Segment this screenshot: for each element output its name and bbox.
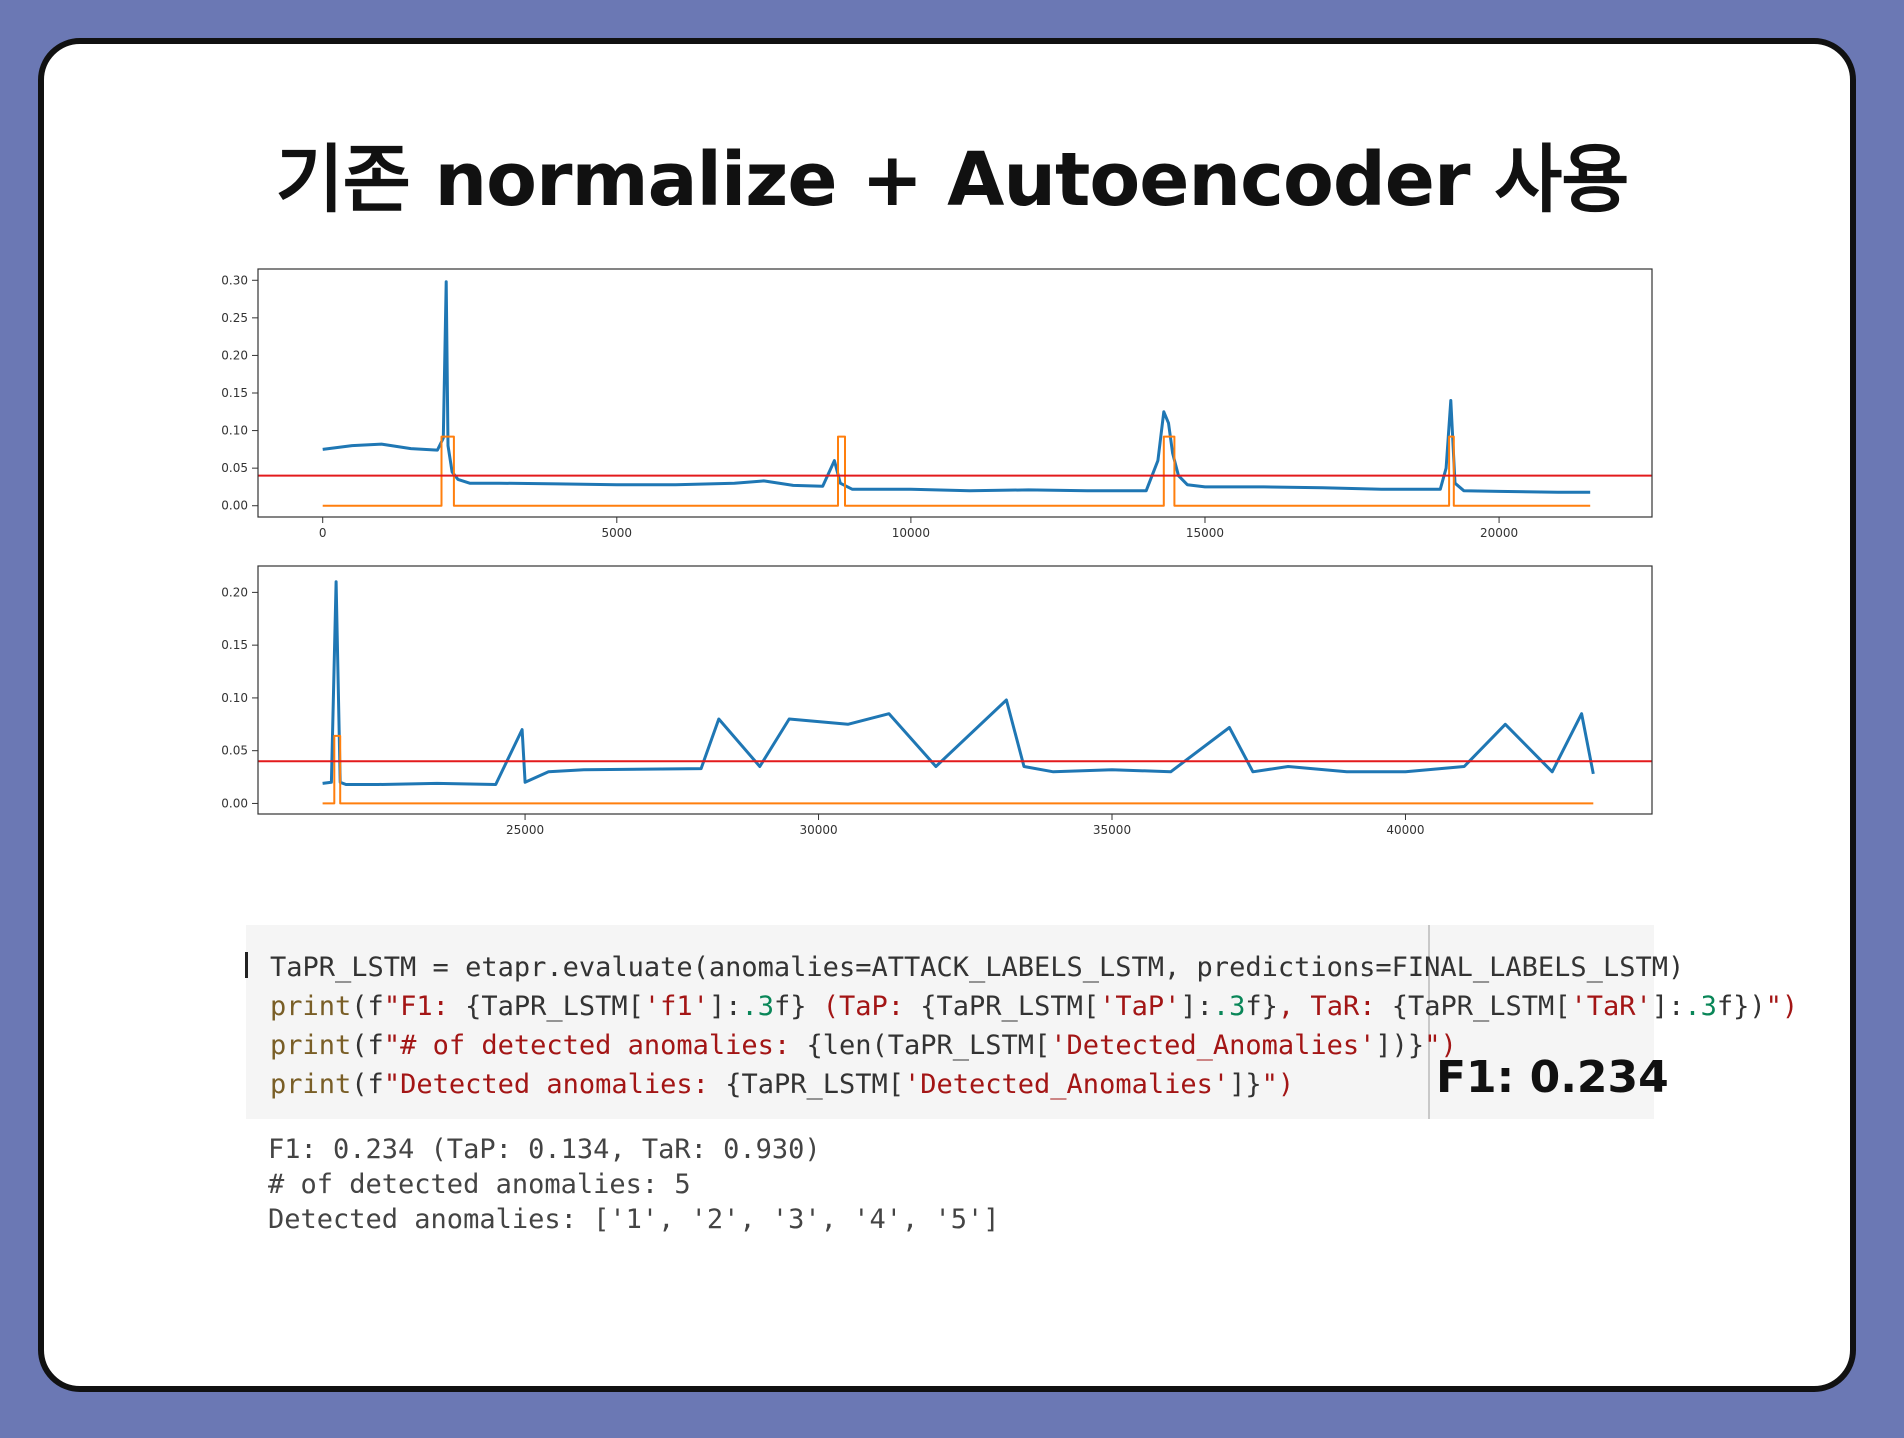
x-tick-label: 35000 (1093, 823, 1131, 837)
code-token: "Detected anomalies: (383, 1069, 726, 1100)
y-tick-label: 0.05 (221, 461, 248, 475)
code-token: "# of detected anomalies: (383, 1030, 807, 1061)
x-tick-label: 20000 (1480, 526, 1518, 540)
cell-divider (1428, 925, 1430, 1119)
code-token: 'TaR' (1570, 991, 1652, 1022)
code-token: .3 (741, 991, 774, 1022)
code-line-4: print(f"Detected anomalies: {TaPR_LSTM['… (270, 1065, 1798, 1104)
y-tick-label: 0.15 (221, 638, 248, 652)
y-tick-label: 0.10 (221, 691, 248, 705)
code-token: (TaP: (806, 991, 921, 1022)
code-token: ]: (1180, 991, 1213, 1022)
code-token: {TaPR_LSTM[ (725, 1069, 904, 1100)
code-token: f (367, 1069, 384, 1100)
y-tick-label: 0.05 (221, 744, 248, 758)
code-token: {TaPR_LSTM[ (1391, 991, 1571, 1022)
code-token: ") (1424, 1030, 1457, 1061)
x-tick-label: 40000 (1386, 823, 1424, 837)
x-tick-label: 30000 (799, 823, 837, 837)
code-token: ( (351, 1030, 368, 1061)
code-token: 'f1' (643, 991, 709, 1022)
code-line-2: print(f"F1: {TaPR_LSTM['f1']:.3f} (TaP: … (270, 987, 1798, 1026)
code-source: TaPR_LSTM = etapr.evaluate(anomalies=ATT… (270, 948, 1798, 1104)
code-token: ( (351, 1069, 368, 1100)
y-tick-label: 0.20 (221, 585, 248, 599)
code-token: ( (351, 991, 368, 1022)
code-token: {TaPR_LSTM[ (920, 991, 1100, 1022)
attack-label-line (322, 734, 1594, 805)
code-token: print (270, 1069, 352, 1100)
code-token: print (270, 991, 352, 1022)
x-tick-label: 5000 (602, 526, 633, 540)
code-cell[interactable] (246, 925, 1654, 1119)
x-tick-label: 25000 (506, 823, 544, 837)
text-cursor (245, 952, 248, 978)
slide-title: 기존 normalize + Autoencoder 사용 (275, 137, 1630, 223)
code-token: {len(TaPR_LSTM[ (806, 1030, 1051, 1061)
anomaly-score-line (322, 280, 1591, 494)
code-token: .3 (1684, 991, 1717, 1022)
code-token: print (270, 1030, 352, 1061)
code-line-1: TaPR_LSTM = etapr.evaluate(anomalies=ATT… (270, 948, 1798, 987)
y-tick-label: 0.15 (221, 386, 248, 400)
code-token: f} (1245, 991, 1278, 1022)
code-token: .3 (1212, 991, 1246, 1022)
cell-output: F1: 0.234 (TaP: 0.134, TaR: 0.930) # of d… (268, 1132, 1000, 1237)
slide-card (38, 38, 1856, 1392)
output-line-3: Detected anomalies: ['1', '2', '3', '4',… (268, 1204, 1000, 1235)
f1-score-badge: F1: 0.234 (1436, 1052, 1669, 1103)
y-tick-label: 0.20 (221, 348, 248, 362)
code-token: f (367, 1030, 384, 1061)
y-tick-label: 0.10 (221, 424, 248, 438)
code-token: 'Detected_Anomalies' (1050, 1030, 1376, 1061)
output-line-2: # of detected anomalies: 5 (268, 1169, 691, 1200)
attack-label-line (322, 435, 1591, 507)
x-tick-label: 15000 (1186, 526, 1224, 540)
y-tick-label: 0.25 (221, 311, 248, 325)
code-token: f} (773, 991, 807, 1022)
output-line-1: F1: 0.234 (TaP: 0.134, TaR: 0.930) (268, 1134, 821, 1165)
code-token: ]} (1229, 1069, 1262, 1100)
code-token: ])} (1375, 1030, 1425, 1061)
plot-frame (257, 565, 1653, 815)
y-tick-label: 0.00 (221, 796, 248, 810)
anomaly-score-line (322, 580, 1595, 786)
code-token: {TaPR_LSTM[ (465, 991, 644, 1022)
code-token: "F1: (383, 991, 466, 1022)
code-token: 'TaP' (1099, 991, 1181, 1022)
code-token: ") (1261, 1069, 1295, 1100)
code-token: 'Detected_Anomalies' (904, 1069, 1230, 1100)
code-token: f}) (1716, 991, 1766, 1022)
code-token: ]: (708, 991, 742, 1022)
x-tick-label: 0 (319, 526, 327, 540)
x-tick-label: 10000 (892, 526, 930, 540)
code-line-3: print(f"# of detected anomalies: {len(Ta… (270, 1026, 1798, 1065)
code-token: ") (1765, 991, 1799, 1022)
y-tick-label: 0.00 (221, 499, 248, 513)
code-line-1-text: TaPR_LSTM = etapr.evaluate(anomalies=ATT… (270, 952, 1685, 983)
code-token: ]: (1651, 991, 1685, 1022)
y-tick-label: 0.30 (221, 273, 248, 287)
code-token: , TaR: (1277, 991, 1392, 1022)
code-token: f (367, 991, 384, 1022)
